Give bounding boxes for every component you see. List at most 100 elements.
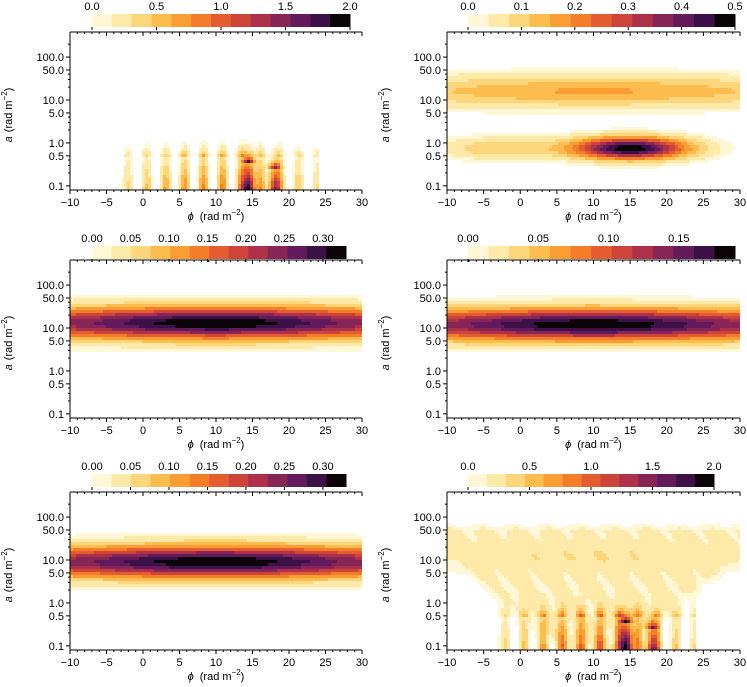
- heatmap-cell: [564, 79, 567, 82]
- heatmap-cell: [85, 298, 88, 301]
- heatmap-cell: [654, 94, 657, 97]
- heatmap-cell: [555, 157, 558, 160]
- heatmap-cell: [456, 70, 459, 73]
- heatmap-cell: [462, 160, 465, 163]
- heatmap-cell: [681, 148, 684, 151]
- heatmap-cell: [696, 85, 699, 88]
- heatmap-cell: [244, 178, 247, 181]
- heatmap-cell: [528, 91, 531, 94]
- heatmap-cell: [552, 139, 555, 142]
- heatmap-cell: [184, 307, 187, 310]
- heatmap-cell: [70, 316, 73, 319]
- heatmap-cell: [265, 337, 268, 340]
- heatmap-cell: [639, 112, 642, 115]
- heatmap-cell: [576, 136, 579, 139]
- heatmap-cell: [280, 322, 283, 325]
- heatmap-cell: [495, 148, 498, 151]
- heatmap-cell: [702, 73, 705, 76]
- heatmap-cell: [627, 112, 630, 115]
- heatmap-cell: [142, 331, 145, 334]
- heatmap-cell: [76, 313, 79, 316]
- heatmap-cell: [645, 151, 648, 154]
- heatmap-cell: [196, 304, 199, 307]
- heatmap-cell: [618, 94, 621, 97]
- heatmap-cell: [190, 334, 193, 337]
- heatmap-cell: [585, 76, 588, 79]
- heatmap-cell: [507, 91, 510, 94]
- heatmap-cell: [681, 100, 684, 103]
- heatmap-cell: [202, 148, 205, 151]
- heatmap-cell: [226, 181, 229, 184]
- heatmap-cell: [118, 310, 121, 313]
- heatmap-cell: [627, 82, 630, 85]
- heatmap-cell: [732, 79, 735, 82]
- heatmap-cell: [142, 175, 145, 178]
- heatmap-cell: [241, 142, 244, 145]
- heatmap-cell: [142, 316, 145, 319]
- heatmap-cell: [121, 175, 124, 178]
- heatmap-cell: [325, 319, 328, 322]
- heatmap-cell: [588, 139, 591, 142]
- heatmap-cell: [609, 112, 612, 115]
- heatmap-cell: [729, 100, 732, 103]
- heatmap-cell: [525, 157, 528, 160]
- heatmap-cell: [708, 154, 711, 157]
- heatmap-cell: [564, 148, 567, 151]
- heatmap-cell: [702, 97, 705, 100]
- heatmap-cell: [247, 313, 250, 316]
- heatmap-cell: [675, 136, 678, 139]
- heatmap-cell: [513, 106, 516, 109]
- heatmap-cell: [603, 142, 606, 145]
- heatmap-cell: [163, 322, 166, 325]
- y-axis-symbol: a: [3, 136, 15, 142]
- heatmap-cell: [133, 298, 136, 301]
- heatmap-cell: [534, 97, 537, 100]
- heatmap-cell: [259, 337, 262, 340]
- heatmap-cell: [735, 100, 738, 103]
- heatmap-cell: [283, 187, 286, 190]
- heatmap-cell: [588, 148, 591, 151]
- heatmap-cell: [684, 130, 687, 133]
- heatmap-cell: [127, 160, 130, 163]
- heatmap-cell: [121, 301, 124, 304]
- heatmap-cell: [534, 145, 537, 148]
- heatmap-cell: [483, 88, 486, 91]
- heatmap-cell: [573, 106, 576, 109]
- heatmap-cell: [684, 112, 687, 115]
- heatmap-cell: [666, 76, 669, 79]
- heatmap-cell: [606, 136, 609, 139]
- heatmap-cell: [130, 178, 133, 181]
- heatmap-cell: [678, 139, 681, 142]
- heatmap-cell: [238, 166, 241, 169]
- heatmap-cell: [298, 295, 301, 298]
- heatmap-cell: [663, 76, 666, 79]
- heatmap-cell: [130, 304, 133, 307]
- heatmap-cell: [226, 325, 229, 328]
- heatmap-cell: [127, 331, 130, 334]
- heatmap-cell: [244, 142, 247, 145]
- heatmap-cell: [699, 112, 702, 115]
- heatmap-cell: [672, 148, 675, 151]
- heatmap-cell: [681, 160, 684, 163]
- heatmap-cell: [184, 316, 187, 319]
- heatmap-cell: [145, 187, 148, 190]
- heatmap-cell: [247, 295, 250, 298]
- heatmap-cell: [450, 148, 453, 151]
- heatmap-cell: [462, 148, 465, 151]
- heatmap-cell: [567, 76, 570, 79]
- heatmap-cell: [696, 133, 699, 136]
- heatmap-cell: [477, 145, 480, 148]
- heatmap-cell: [148, 322, 151, 325]
- heatmap-cell: [594, 82, 597, 85]
- heatmap-cell: [726, 142, 729, 145]
- heatmap-cell: [289, 295, 292, 298]
- heatmap-cell: [609, 73, 612, 76]
- heatmap-cell: [205, 337, 208, 340]
- colorbar-segment: [714, 14, 736, 27]
- heatmap-cell: [196, 313, 199, 316]
- heatmap-cell: [247, 319, 250, 322]
- heatmap-cell: [244, 184, 247, 187]
- heatmap-cell: [283, 301, 286, 304]
- heatmap-cell: [567, 109, 570, 112]
- heatmap-cell: [316, 166, 319, 169]
